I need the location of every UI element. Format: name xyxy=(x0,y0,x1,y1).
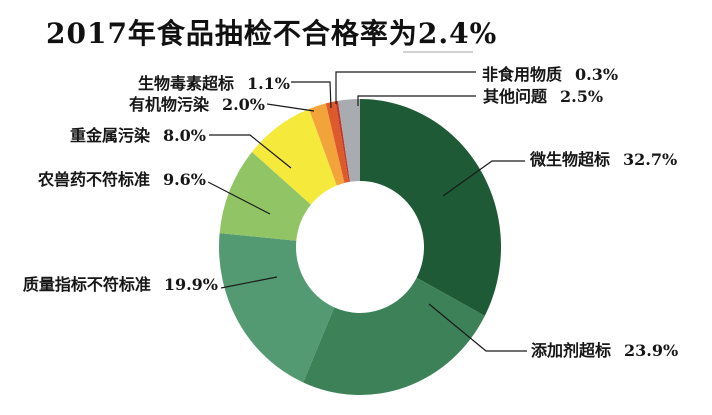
pie-slice-5 xyxy=(308,103,345,186)
chart-title: 2017年食品抽检不合格率为2.4% xyxy=(46,17,498,50)
pie-slice-7 xyxy=(335,100,350,183)
label-value: 0.3% xyxy=(575,65,619,84)
label-value: 2.0% xyxy=(221,95,265,114)
pie-slice-2 xyxy=(219,233,335,383)
leader-line-non-edible xyxy=(335,71,476,104)
leader-line-heavy-metal xyxy=(209,134,292,169)
slice-label-heavy-metal: 重金属污染 8.0% xyxy=(70,126,206,146)
slice-label-organic: 有机物污染 2.0% xyxy=(129,95,265,115)
pie-slice-0 xyxy=(360,99,502,316)
pie-slice-6 xyxy=(325,101,349,183)
label-text: 非食用物质 xyxy=(482,65,563,84)
slice-label-other: 其他问题 2.5% xyxy=(483,87,603,107)
donut-chart xyxy=(219,98,502,396)
label-text: 生物毒素超标 xyxy=(137,74,234,93)
label-value: 8.0% xyxy=(162,126,206,145)
slice-label-additive: 添加剂超标 23.9% xyxy=(531,341,678,361)
label-value: 2.5% xyxy=(560,87,604,106)
leader-line-biotoxin xyxy=(291,81,332,109)
leader-line-pesticide xyxy=(207,181,271,215)
label-text: 质量指标不符标准 xyxy=(22,275,151,294)
label-value: 9.6% xyxy=(162,170,206,189)
leader-line-quality xyxy=(220,276,278,289)
leader-line-microbial xyxy=(442,160,525,197)
label-text: 重金属污染 xyxy=(69,126,150,145)
label-value: 23.9% xyxy=(624,341,679,360)
slice-label-quality: 质量指标不符标准 19.9% xyxy=(23,275,218,295)
label-text: 其他问题 xyxy=(483,87,548,106)
pie-slice-3 xyxy=(219,151,311,241)
label-text: 有机物污染 xyxy=(128,95,209,114)
label-value: 32.7% xyxy=(623,150,678,169)
leader-line-organic xyxy=(266,103,315,112)
slice-label-pesticide: 农兽药不符标准 9.6% xyxy=(38,170,206,190)
pie-slice-4 xyxy=(251,109,337,205)
leader-line-other xyxy=(357,95,476,106)
slice-label-microbial: 微生物超标 32.7% xyxy=(530,150,677,170)
label-value: 1.1% xyxy=(246,74,290,93)
label-text: 微生物超标 xyxy=(530,150,611,169)
label-value: 19.9% xyxy=(163,275,218,294)
slice-label-biotoxin: 生物毒素超标 1.1% xyxy=(138,74,290,94)
pie-slice-1 xyxy=(303,277,485,396)
label-text: 农兽药不符标准 xyxy=(37,170,150,189)
pie-slice-8 xyxy=(337,98,360,182)
slice-label-non-edible: 非食用物质 0.3% xyxy=(482,65,618,85)
label-text: 添加剂超标 xyxy=(531,341,612,360)
leader-line-additive xyxy=(428,303,527,352)
